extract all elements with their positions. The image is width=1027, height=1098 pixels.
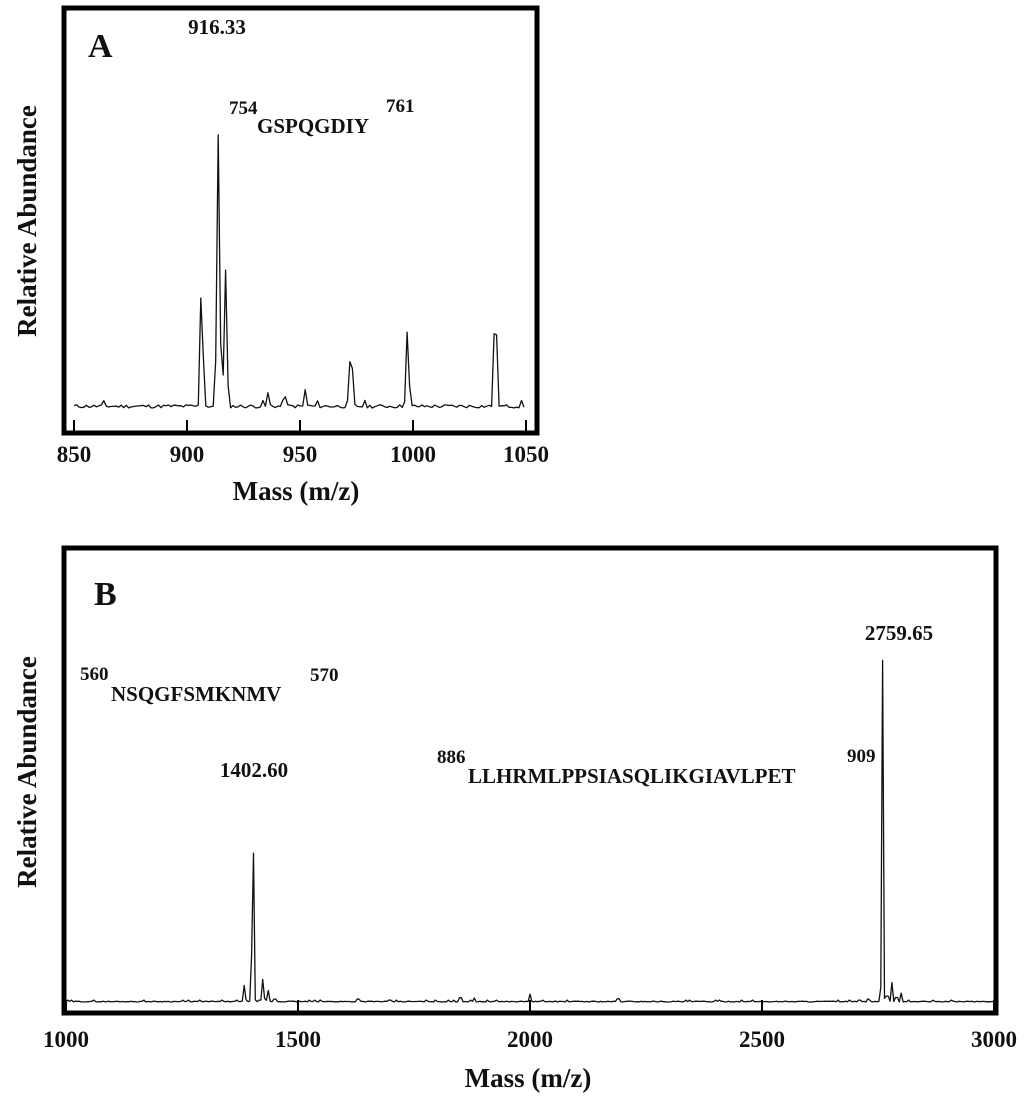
panel-a-label: A	[88, 28, 113, 65]
panel-a-tick-label-1050: 1050	[503, 442, 549, 467]
panel-a-ylabel: Relative Abundance	[12, 105, 42, 337]
panel-a-tick-label-900: 900	[170, 442, 205, 467]
panel-b-tick-labels: 1000 1500 2000 2500 3000	[43, 1027, 1017, 1052]
panel-a-peptide-end: 761	[386, 96, 415, 117]
panel-a-tick-labels: 850 900 950 1000 1050	[57, 442, 549, 467]
panel-b-peptide-560-sequence: NSQGFSMKNMV	[111, 682, 281, 706]
panel-b-peptide-886-sequence: LLHRMLPPSIASQLIKGIAVLPET	[468, 764, 796, 788]
panel-b-tick-label-1500: 1500	[275, 1027, 321, 1052]
panel-b-tick-label-3000: 3000	[971, 1027, 1017, 1052]
panel-b-ticks	[65, 1000, 995, 1015]
panel-a-ticks	[73, 420, 527, 434]
panel-b-spectrum-line	[65, 659, 994, 1003]
panel-b-peak-label-2759-65: 2759.65	[865, 621, 933, 645]
panel-a-peptide-sequence: GSPQGDIY	[257, 114, 369, 138]
panel-b-peptide-886-start: 886	[437, 747, 466, 768]
panel-b-peptide-886-end: 909	[847, 746, 876, 767]
panel-a-tick-label-1000: 1000	[390, 442, 436, 467]
panel-a-peptide-start: 754	[229, 98, 258, 119]
panel-b-peptide-annotation-886: 886 LLHRMLPPSIASQLIKGIAVLPET 909	[437, 746, 876, 788]
panel-b-tick-label-1000: 1000	[43, 1027, 89, 1052]
panel-a-tick-label-850: 850	[57, 442, 92, 467]
panel-b-tick-label-2000: 2000	[507, 1027, 553, 1052]
panel-a-peak-label-916-33: 916.33	[188, 15, 246, 39]
panel-a-frame	[61, 5, 540, 436]
panel-a-peptide-annotation: 754 GSPQGDIY 761	[229, 96, 415, 138]
panel-a-spectrum-line	[73, 134, 525, 409]
panel-a: A Relative Abundance 850 900 950 1000 10…	[12, 5, 549, 506]
panel-b-tick-label-2500: 2500	[739, 1027, 785, 1052]
panel-b-ylabel: Relative Abundance	[12, 656, 42, 888]
panel-b: B Relative Abundance 1000 1500 2000 2500…	[12, 545, 1017, 1093]
panel-a-xlabel: Mass (m/z)	[233, 476, 360, 506]
panel-b-peptide-560-start: 560	[80, 664, 109, 685]
panel-b-peptide-560-end: 570	[310, 665, 339, 686]
panel-b-label: B	[94, 576, 117, 613]
panel-b-xlabel: Mass (m/z)	[465, 1063, 592, 1093]
panel-b-peptide-annotation-560: 560 NSQGFSMKNMV 570	[80, 664, 339, 706]
panel-b-peak-label-1402-60: 1402.60	[220, 758, 288, 782]
panel-a-tick-label-950: 950	[283, 442, 318, 467]
